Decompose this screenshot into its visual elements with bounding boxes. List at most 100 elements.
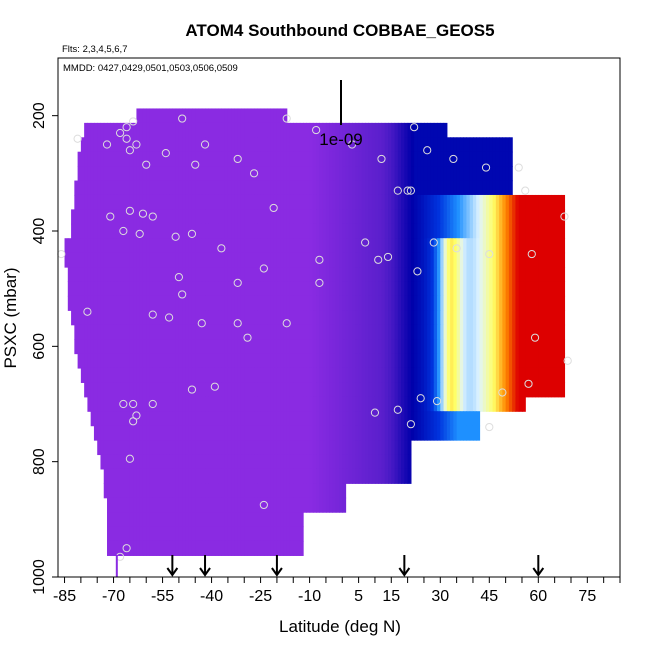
field-cell — [407, 267, 412, 283]
field-cell — [133, 367, 138, 383]
field-cell — [361, 122, 366, 138]
field-cell — [430, 267, 435, 283]
field-cell — [332, 468, 337, 484]
field-cell — [505, 223, 510, 239]
field-cell — [374, 411, 379, 427]
field-cell — [139, 310, 144, 326]
field-cell — [378, 353, 383, 369]
field-cell — [87, 382, 92, 398]
field-cell — [214, 137, 219, 153]
field-cell — [133, 252, 138, 268]
field-cell — [152, 122, 157, 138]
field-cell — [332, 353, 337, 369]
field-cell — [175, 440, 180, 456]
field-cell — [240, 267, 245, 283]
field-cell — [322, 353, 327, 369]
field-cell — [267, 353, 271, 369]
field-cell — [557, 339, 562, 355]
field-cell — [499, 180, 503, 196]
field-cell — [247, 468, 252, 484]
field-cell — [371, 122, 376, 138]
field-cell — [332, 310, 337, 326]
x-tick-label: 60 — [529, 588, 547, 605]
field-cell — [227, 497, 232, 513]
field-cell — [185, 339, 190, 355]
field-cell — [293, 295, 298, 311]
field-cell — [244, 137, 249, 153]
field-cell — [306, 454, 311, 470]
field-cell — [476, 324, 481, 340]
field-cell — [165, 512, 170, 528]
field-cell — [319, 396, 324, 412]
field-cell — [162, 151, 167, 167]
field-cell — [142, 512, 147, 528]
field-cell — [159, 137, 164, 153]
field-cell — [482, 295, 487, 311]
field-cell — [64, 238, 69, 254]
field-cell — [107, 512, 111, 528]
field-cell — [518, 238, 523, 254]
field-cell — [410, 310, 415, 326]
field-cell — [133, 281, 138, 297]
field-cell — [479, 209, 484, 225]
field-cell — [260, 483, 265, 499]
field-cell — [486, 267, 490, 283]
field-cell — [240, 540, 245, 556]
field-cell — [423, 324, 428, 340]
field-cell — [126, 526, 131, 542]
y-axis-label: PSXC (mbar) — [1, 267, 20, 368]
field-cell — [339, 353, 343, 369]
field-cell — [518, 310, 523, 326]
field-cell — [541, 295, 546, 311]
field-cell — [185, 540, 190, 556]
field-cell — [123, 310, 128, 326]
field-cell — [286, 310, 291, 326]
field-cell — [437, 339, 441, 355]
field-cell — [139, 324, 144, 340]
field-cell — [156, 310, 160, 326]
field-cell — [195, 396, 200, 412]
field-cell — [443, 194, 448, 210]
field-cell — [423, 223, 428, 239]
field-cell — [205, 526, 209, 542]
field-cell — [84, 281, 89, 297]
field-cell — [110, 310, 115, 326]
field-cell — [391, 295, 396, 311]
field-cell — [440, 267, 445, 283]
field-cell — [169, 454, 173, 470]
field-cell — [205, 166, 209, 182]
field-cell — [247, 122, 252, 138]
field-cell — [250, 194, 255, 210]
x-tick-label: -40 — [200, 588, 223, 605]
field-cell — [156, 540, 160, 556]
field-cell — [244, 396, 249, 412]
field-cell — [240, 396, 245, 412]
field-cell — [257, 497, 262, 513]
field-cell — [427, 310, 432, 326]
field-cell — [182, 324, 187, 340]
field-cell — [240, 468, 245, 484]
field-cell — [244, 281, 249, 297]
field-cell — [185, 483, 190, 499]
field-cell — [254, 339, 258, 355]
field-cell — [188, 425, 193, 441]
field-cell — [420, 151, 425, 167]
field-cell — [365, 468, 370, 484]
field-cell — [188, 122, 193, 138]
field-cell — [191, 223, 196, 239]
field-cell — [423, 166, 428, 182]
field-cell — [397, 252, 402, 268]
field-cell — [247, 425, 252, 441]
field-cell — [156, 339, 160, 355]
field-cell — [512, 223, 517, 239]
field-cell — [352, 180, 356, 196]
field-cell — [191, 252, 196, 268]
field-cell — [240, 295, 245, 311]
field-cell — [430, 180, 435, 196]
field-cell — [391, 238, 396, 254]
field-cell — [133, 180, 138, 196]
field-cell — [394, 411, 399, 427]
field-cell — [319, 194, 324, 210]
field-cell — [263, 295, 268, 311]
field-cell — [116, 267, 121, 283]
